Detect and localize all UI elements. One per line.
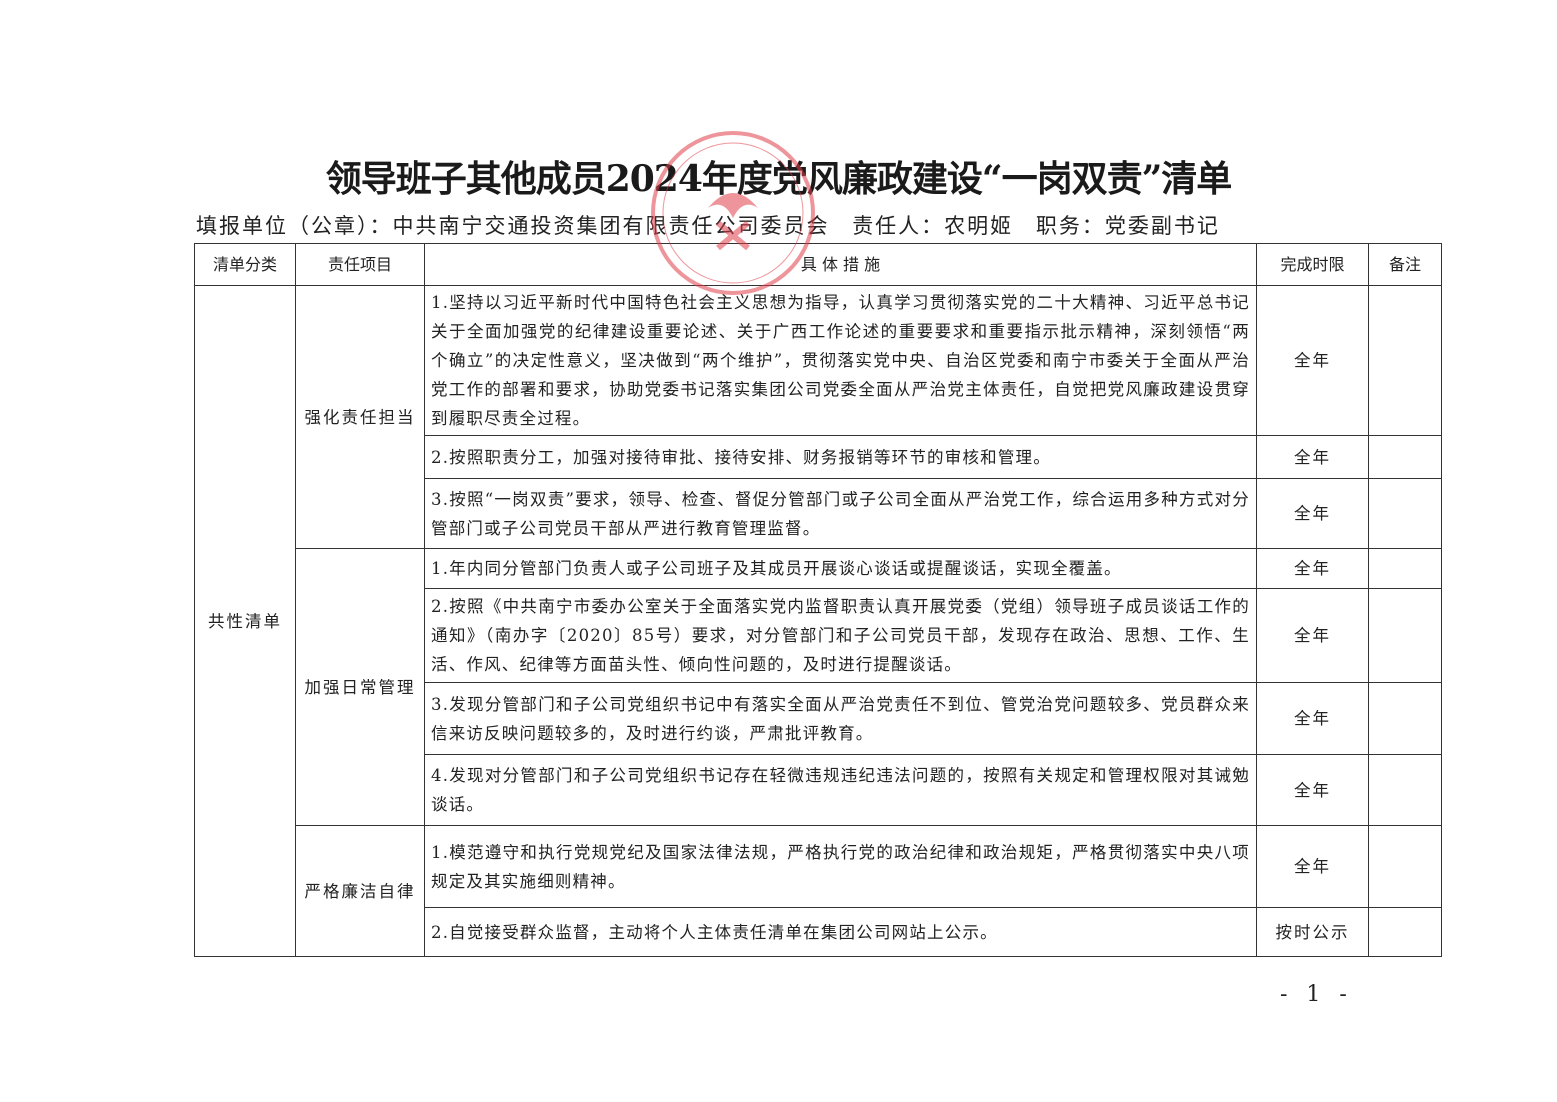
deadline-cell: 全年 — [1256, 478, 1369, 549]
page-title: 领导班子其他成员2024年度党风廉政建设“一岗双责”清单 — [325, 158, 1233, 200]
deadline-cell: 全年 — [1256, 754, 1369, 826]
deadline-cell: 全年 — [1256, 548, 1369, 589]
column-header: 具 体 措 施 — [424, 243, 1257, 286]
measure-cell: 1.年内同分管部门负责人或子公司班子及其成员开展谈心谈话或提醒谈话，实现全覆盖。 — [424, 548, 1257, 589]
deadline-cell: 全年 — [1256, 588, 1369, 683]
table-row: 2.自觉接受群众监督，主动将个人主体责任清单在集团公司网站上公示。 按时公示 — [195, 907, 1442, 957]
form-header: 填报单位（公章）：中共南宁交通投资集团有限责任公司委员会 责任人：农明姬 职务：… — [196, 210, 1234, 240]
category-cell: 共性清单 — [194, 285, 296, 957]
responsibility-item-cell: 强化责任担当 — [295, 285, 425, 549]
responsible-person: 责任人：农明姬 — [852, 214, 1014, 238]
table-header-row: 清单分类 责任项目 具 体 措 施 完成时限 备注 — [194, 243, 1442, 286]
measure-cell: 3.发现分管部门和子公司党组织书记中有落实全面从严治党责任不到位、管党治党问题较… — [424, 682, 1257, 755]
responsibility-table: 清单分类 责任项目 具 体 措 施 完成时限 备注 共性清单 强化责任担当 1.坚持… — [194, 243, 1442, 957]
responsibility-item-cell: 严格廉洁自律 — [295, 825, 425, 957]
note-cell — [1368, 588, 1442, 683]
note-cell — [1368, 548, 1442, 589]
responsibility-item-cell: 加强日常管理 — [295, 548, 425, 826]
table-row: 加强日常管理 1.年内同分管部门负责人或子公司班子及其成员开展谈心谈话或提醒谈话，… — [195, 548, 1442, 826]
column-header: 责任项目 — [295, 243, 425, 286]
page-number: - 1 - — [1280, 982, 1353, 1007]
measure-cell: 2.按照《中共南宁市委办公室关于全面落实党内监督职责认真开展党委（党组）领导班子… — [424, 588, 1257, 683]
table-row: 2.按照职责分工，加强对接待审批、接待安排、财务报销等环节的审核和管理。 全年 — [195, 435, 1442, 479]
table-row: 3.发现分管部门和子公司党组织书记中有落实全面从严治党责任不到位、管党治党问题较… — [195, 682, 1442, 755]
note-cell — [1368, 682, 1442, 755]
measure-cell: 2.自觉接受群众监督，主动将个人主体责任清单在集团公司网站上公示。 — [424, 907, 1257, 957]
note-cell — [1368, 907, 1442, 957]
deadline-cell: 按时公示 — [1256, 907, 1369, 957]
column-header: 备注 — [1368, 243, 1442, 286]
measure-cell: 4.发现对分管部门和子公司党组织书记存在轻微违规违纪违法问题的，按照有关规定和管… — [424, 754, 1257, 826]
note-cell — [1368, 435, 1442, 479]
column-header: 完成时限 — [1256, 243, 1369, 286]
reporting-unit: 填报单位（公章）：中共南宁交通投资集团有限责任公司委员会 — [196, 214, 830, 238]
note-cell — [1368, 754, 1442, 826]
deadline-cell: 全年 — [1256, 435, 1369, 479]
deadline-cell: 全年 — [1256, 682, 1369, 755]
note-cell — [1368, 825, 1442, 908]
column-header: 清单分类 — [194, 243, 296, 286]
measure-cell: 1.坚持以习近平新时代中国特色社会主义思想为指导，认真学习贯彻落实党的二十大精神… — [424, 285, 1257, 436]
measure-cell: 1.模范遵守和执行党规党纪及国家法律法规，严格执行党的政治纪律和政治规矩，严格贯… — [424, 825, 1257, 908]
measure-cell: 2.按照职责分工，加强对接待审批、接待安排、财务报销等环节的审核和管理。 — [424, 435, 1257, 479]
table-row: 严格廉洁自律 1.模范遵守和执行党规党纪及国家法律法规，严格执行党的政治纪律和政治… — [195, 825, 1442, 957]
note-cell — [1368, 478, 1442, 549]
table-row: 4.发现对分管部门和子公司党组织书记存在轻微违规违纪违法问题的，按照有关规定和管… — [195, 754, 1442, 826]
table-row: 2.按照《中共南宁市委办公室关于全面落实党内监督职责认真开展党委（党组）领导班子… — [195, 588, 1442, 683]
table-row: 3.按照“一岗双责”要求，领导、检查、督促分管部门或子公司全面从严治党工作，综合… — [195, 478, 1442, 549]
deadline-cell: 全年 — [1256, 825, 1369, 908]
measure-cell: 3.按照“一岗双责”要求，领导、检查、督促分管部门或子公司全面从严治党工作，综合… — [424, 478, 1257, 549]
table-row: 共性清单 强化责任担当 1.坚持以习近平新时代中国特色社会主义思想为指导，认真学习贯… — [194, 285, 1442, 957]
position: 职务：党委副书记 — [1035, 214, 1220, 238]
deadline-cell: 全年 — [1256, 285, 1369, 436]
note-cell — [1368, 285, 1442, 436]
